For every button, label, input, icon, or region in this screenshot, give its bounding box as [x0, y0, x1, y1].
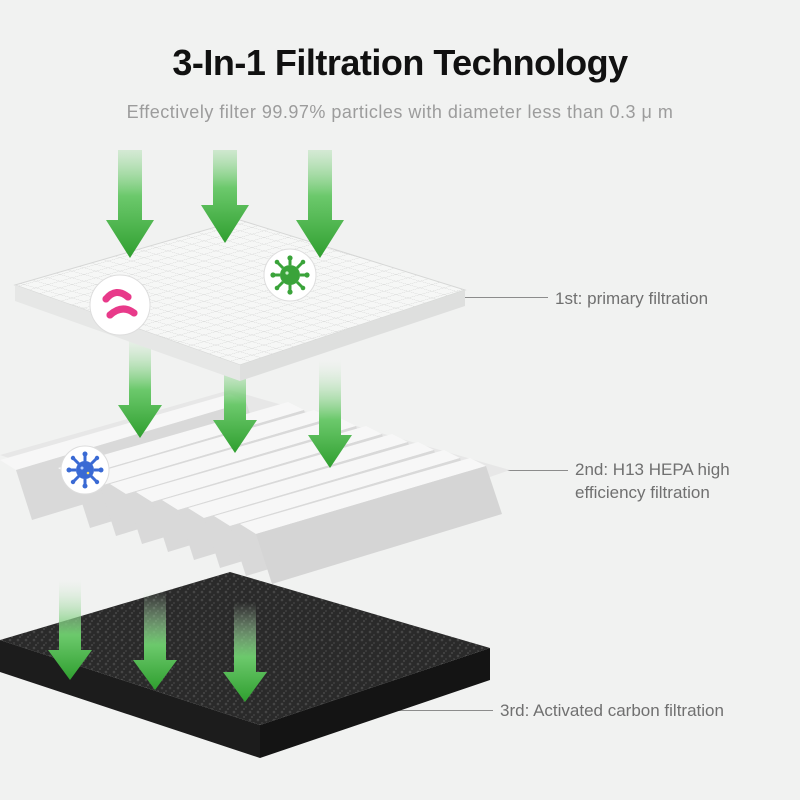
- label-layer-2: 2nd: H13 HEPA high efficiency filtration: [575, 459, 730, 505]
- label-layer-1: 1st: primary filtration: [555, 288, 708, 311]
- page-title: 3-In-1 Filtration Technology: [0, 42, 800, 84]
- virus-blue-icon: [61, 446, 109, 494]
- label-layer-3: 3rd: Activated carbon filtration: [500, 700, 724, 723]
- filtration-diagram: [0, 150, 520, 790]
- layer-1-primary: [15, 220, 465, 381]
- virus-green-icon: [264, 249, 316, 301]
- bacteria-icon: [90, 275, 150, 335]
- page-subtitle: Effectively filter 99.97% particles with…: [0, 102, 800, 123]
